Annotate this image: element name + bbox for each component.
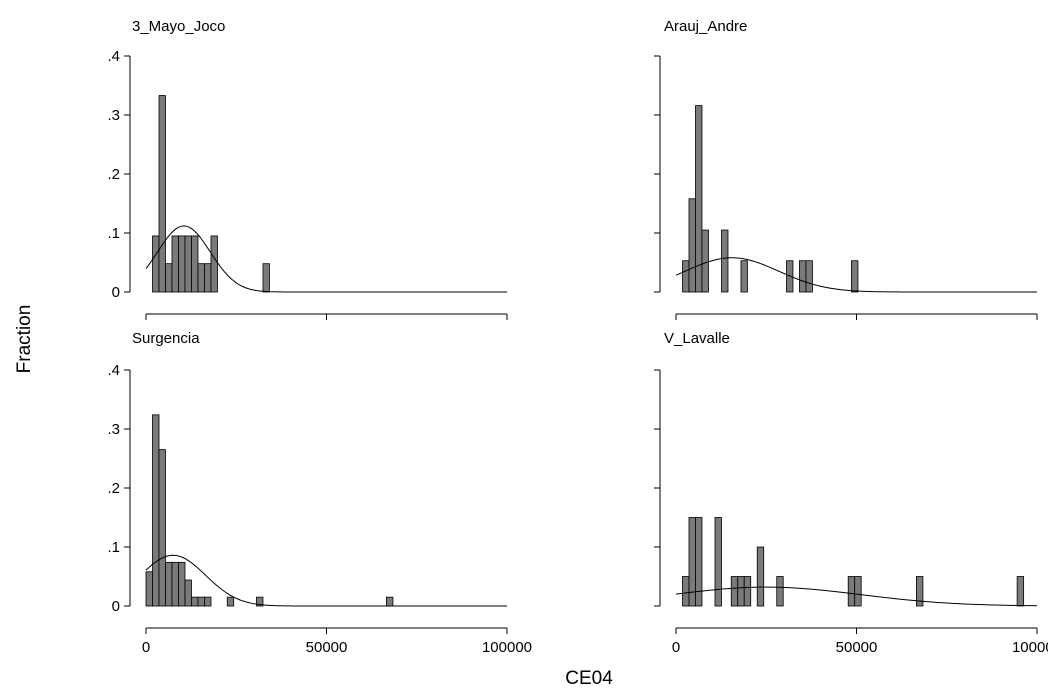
histogram-bar [386, 596, 394, 607]
histogram-bar [262, 263, 270, 293]
histogram-bar [799, 260, 807, 293]
histogram-bar [695, 517, 703, 607]
histogram-bar [701, 229, 709, 293]
histogram-bar [854, 576, 862, 607]
histogram-bar [688, 198, 696, 293]
x-axis-title: CE04 [565, 668, 613, 689]
histogram-bar [191, 235, 199, 293]
histogram-bar [152, 235, 160, 293]
histogram-bar [184, 579, 192, 607]
histogram-bar [204, 263, 212, 293]
x-tick-label: 0 [142, 639, 150, 656]
histogram-bar [158, 95, 166, 293]
histogram-bar [165, 561, 173, 607]
normal-density-curve [675, 257, 1037, 293]
histogram-bar [145, 571, 153, 607]
histogram-bar [191, 596, 199, 607]
histogram-bar [721, 229, 729, 293]
histogram-bar [178, 235, 186, 293]
panel-title: 3_Mayo_Joco [132, 18, 225, 35]
normal-density-curve [145, 225, 507, 293]
panel-v-lavalle: V_Lavalle 0 50000 100000 [654, 330, 1048, 656]
histogram-bar [847, 576, 856, 607]
y-tick-label: 0 [112, 284, 120, 301]
histogram-bar [714, 517, 722, 607]
histogram-bar [776, 576, 784, 607]
histogram-bar [730, 576, 739, 607]
y-tick-label: .4 [107, 48, 120, 65]
x-tick-label: 50000 [836, 639, 878, 656]
histogram-bar [916, 576, 924, 607]
histogram-bar [1016, 576, 1025, 607]
histogram-bar [805, 260, 813, 293]
histogram-bar [171, 235, 179, 293]
histogram-bar [184, 235, 192, 293]
histogram-bar [171, 561, 179, 607]
histogram-bar [737, 576, 745, 607]
panel-surgencia: Surgencia 0 .1 .2 .3 .4 0 50000 100000 [107, 330, 532, 656]
normal-density-curve [675, 586, 1038, 607]
histogram-bar [740, 260, 748, 293]
histogram-bar [204, 596, 212, 607]
histogram-bar [851, 260, 859, 293]
y-axis-title: Fraction [14, 305, 35, 374]
histogram-bar [152, 414, 160, 607]
panel-title: Arauj_Andre [664, 18, 747, 35]
x-tick-label: 100000 [482, 639, 532, 656]
x-tick-label: 0 [672, 639, 680, 656]
histogram-bar [682, 576, 690, 607]
y-tick-label: .1 [107, 539, 120, 556]
normal-density-curve [145, 554, 507, 607]
panel-arauj-andre: Arauj_Andre [654, 18, 1038, 320]
y-tick-label: .2 [107, 166, 120, 183]
y-tick-label: .4 [107, 362, 120, 379]
histogram-bar [695, 105, 703, 293]
y-tick-label: .3 [107, 107, 120, 124]
panel-title: V_Lavalle [664, 330, 730, 347]
histogram-bar [226, 596, 235, 607]
x-tick-label: 100000 [1012, 639, 1048, 656]
histogram-bar [165, 263, 173, 293]
histogram-bar [178, 561, 186, 607]
x-tick-label: 50000 [306, 639, 348, 656]
panel-3-mayo-joco: 3_Mayo_Joco 0 .1 .2 .3 .4 [107, 18, 508, 320]
panel-title: Surgencia [132, 330, 200, 347]
y-tick-label: .1 [107, 225, 120, 242]
histogram-bar [197, 596, 205, 607]
histogram-bar [682, 260, 690, 293]
histogram-bar [197, 263, 205, 293]
y-tick-label: 0 [112, 598, 120, 615]
histogram-bar [158, 449, 166, 607]
y-tick-label: .2 [107, 480, 120, 497]
histogram-bar [743, 576, 752, 607]
histogram-bar [210, 235, 218, 293]
histogram-bar [256, 596, 264, 607]
y-tick-label: .3 [107, 421, 120, 438]
histogram-bar [756, 546, 765, 607]
